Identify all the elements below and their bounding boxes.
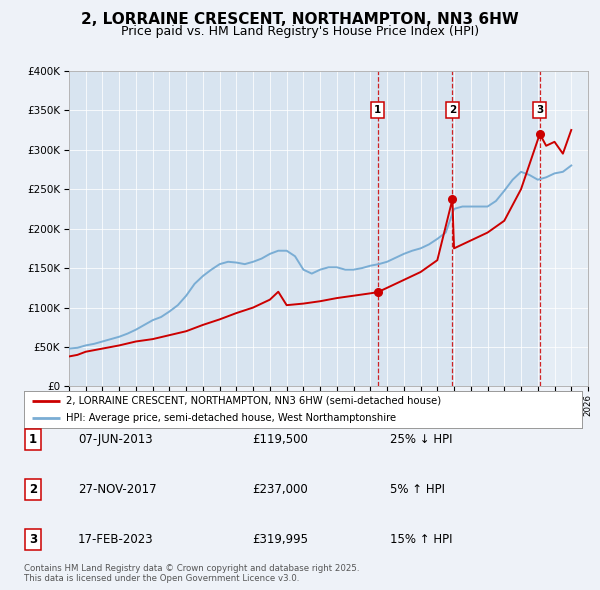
- Text: 2: 2: [449, 105, 456, 115]
- Text: 1: 1: [374, 105, 382, 115]
- Text: 15% ↑ HPI: 15% ↑ HPI: [390, 533, 452, 546]
- Text: £319,995: £319,995: [252, 533, 308, 546]
- Text: 2, LORRAINE CRESCENT, NORTHAMPTON, NN3 6HW: 2, LORRAINE CRESCENT, NORTHAMPTON, NN3 6…: [81, 12, 519, 27]
- Text: £119,500: £119,500: [252, 433, 308, 446]
- Text: 17-FEB-2023: 17-FEB-2023: [78, 533, 154, 546]
- Text: £237,000: £237,000: [252, 483, 308, 496]
- Text: 1: 1: [29, 433, 37, 446]
- Text: 2, LORRAINE CRESCENT, NORTHAMPTON, NN3 6HW (semi-detached house): 2, LORRAINE CRESCENT, NORTHAMPTON, NN3 6…: [66, 396, 441, 406]
- Text: 27-NOV-2017: 27-NOV-2017: [78, 483, 157, 496]
- Text: 25% ↓ HPI: 25% ↓ HPI: [390, 433, 452, 446]
- Text: Contains HM Land Registry data © Crown copyright and database right 2025.
This d: Contains HM Land Registry data © Crown c…: [24, 563, 359, 583]
- Text: Price paid vs. HM Land Registry's House Price Index (HPI): Price paid vs. HM Land Registry's House …: [121, 25, 479, 38]
- Text: 3: 3: [29, 533, 37, 546]
- Text: HPI: Average price, semi-detached house, West Northamptonshire: HPI: Average price, semi-detached house,…: [66, 413, 396, 423]
- Text: 2: 2: [29, 483, 37, 496]
- Bar: [540, 71, 588, 386]
- Text: 5% ↑ HPI: 5% ↑ HPI: [390, 483, 445, 496]
- Text: 07-JUN-2013: 07-JUN-2013: [78, 433, 152, 446]
- Text: 3: 3: [536, 105, 544, 115]
